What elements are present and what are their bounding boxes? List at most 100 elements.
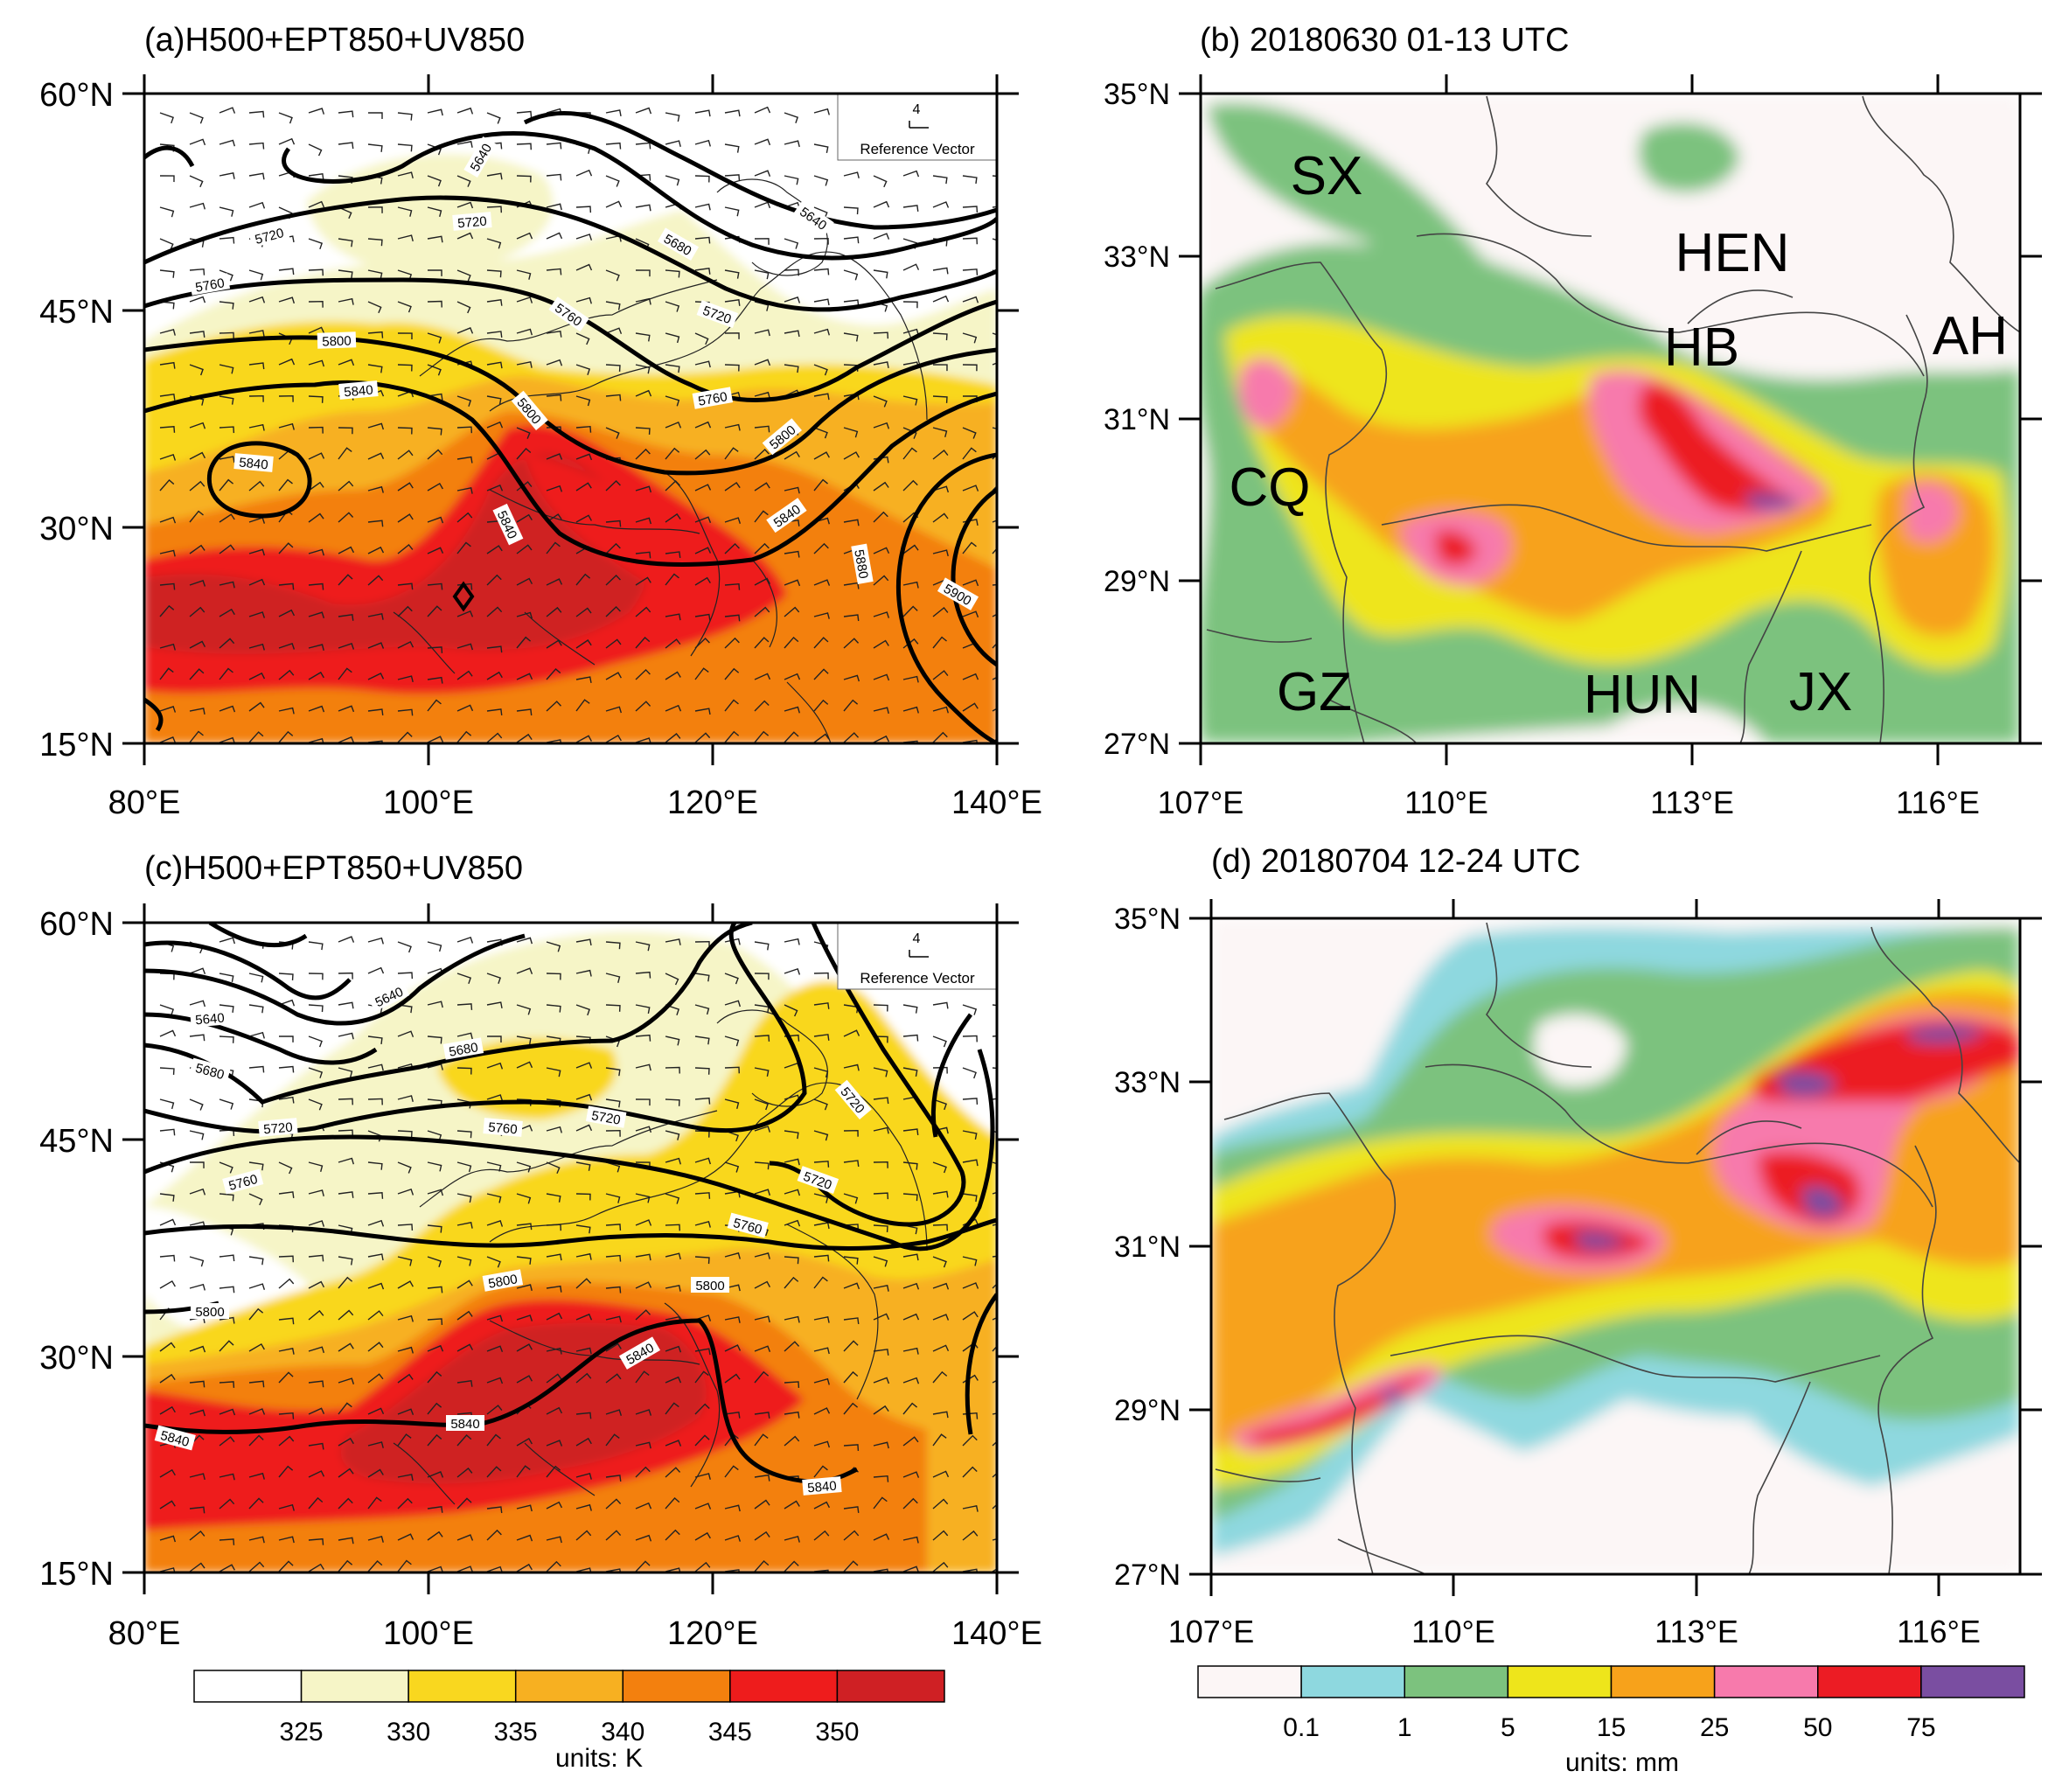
colorbar-label: 5	[1501, 1713, 1515, 1742]
wind-barb	[367, 1441, 384, 1448]
wind-barb	[754, 1098, 769, 1111]
wind-barb	[694, 637, 710, 649]
panel-a-frame	[143, 92, 999, 745]
x-tick-label: 80°E	[108, 784, 181, 821]
wind-barb	[843, 1444, 860, 1451]
wind-barb	[724, 447, 739, 460]
wind-barb	[397, 143, 413, 152]
wind-barb	[248, 1342, 265, 1352]
wind-barb	[427, 332, 442, 344]
wind-barb	[605, 1067, 621, 1077]
wind-barb	[159, 667, 174, 680]
wind-barb	[248, 643, 265, 651]
wind-barb	[932, 1224, 948, 1231]
reference-vector-label: Reference Vector	[860, 141, 975, 157]
wind-barb	[754, 425, 770, 433]
wind-barb	[843, 451, 860, 460]
wind-barb	[902, 1377, 920, 1384]
wind-barb	[694, 1192, 711, 1199]
wind-barb	[338, 1098, 353, 1105]
wind-barb	[575, 1347, 592, 1355]
wind-barb	[219, 638, 235, 649]
wind-barb	[575, 676, 592, 684]
wind-barb	[724, 1504, 741, 1512]
y-tick-label: 27°N	[1114, 1558, 1181, 1592]
wind-barb	[367, 966, 385, 974]
wind-barb	[873, 175, 888, 188]
wind-barb	[932, 512, 949, 523]
wind-barb	[635, 364, 651, 374]
wind-barb	[159, 112, 174, 124]
wind-barb	[278, 1161, 293, 1175]
wind-barb	[367, 1468, 384, 1478]
wind-barb	[338, 936, 355, 943]
panel-d-province-borders	[1215, 922, 2020, 1574]
wind-barb	[516, 1375, 533, 1384]
wind-barb	[873, 1192, 889, 1200]
wind-barb	[159, 238, 174, 250]
wind-barb	[635, 636, 651, 649]
wind-barb	[338, 667, 352, 680]
reference-vector-value: 4	[913, 102, 921, 117]
wind-barb	[784, 175, 799, 185]
wind-barb	[932, 1561, 949, 1572]
wind-barb	[902, 1565, 920, 1572]
wind-barb	[338, 1157, 354, 1165]
contour-nw-2	[144, 940, 352, 1001]
wind-barb	[367, 519, 384, 527]
wind-barb	[427, 736, 444, 743]
wind-barb	[308, 359, 325, 367]
wind-barb	[367, 1192, 384, 1199]
wind-barb	[694, 1256, 710, 1265]
wind-barb	[754, 606, 770, 617]
wind-barb	[724, 973, 739, 985]
x-tick-label: 110°E	[1404, 784, 1488, 820]
wind-barb	[397, 1474, 414, 1481]
wind-barb	[665, 1440, 682, 1447]
wind-barb	[516, 1061, 533, 1069]
wind-barb	[873, 200, 890, 208]
wind-barb	[724, 1098, 740, 1109]
x-tick-label: 100°E	[383, 784, 474, 821]
wind-barb	[516, 1223, 533, 1231]
wind-barb	[367, 422, 385, 430]
x-tick-label: 107°E	[1158, 784, 1243, 820]
wind-barb	[427, 699, 442, 712]
wind-barb	[813, 1254, 830, 1262]
wind-barb	[338, 736, 355, 743]
wind-barb	[694, 708, 711, 715]
wind-barb	[605, 1315, 622, 1323]
wind-barb	[248, 394, 264, 402]
wind-barb	[575, 1161, 591, 1171]
wind-barb	[665, 364, 680, 373]
wind-barb	[873, 511, 888, 523]
wind-barb	[694, 1531, 711, 1541]
wind-barb	[516, 1465, 531, 1478]
wind-barb	[516, 1504, 533, 1512]
wind-barb	[784, 1256, 799, 1265]
wind-barb	[189, 1409, 206, 1417]
wind-barb	[694, 268, 711, 275]
wind-barb	[724, 1000, 742, 1008]
wind-barb	[813, 668, 829, 680]
wind-barb	[575, 364, 591, 375]
wind-barb	[308, 705, 325, 713]
wind-barb	[665, 1224, 680, 1231]
wind-barb	[516, 360, 533, 368]
province-label-hen: HEN	[1675, 223, 1790, 283]
wind-barb	[367, 1310, 384, 1321]
wind-barb	[932, 1470, 950, 1478]
wind-barb	[754, 673, 771, 680]
wind-barb	[427, 108, 443, 116]
wind-barb	[338, 1537, 354, 1544]
precip-75mm-region-1	[1775, 1070, 1836, 1098]
contour-5640	[523, 110, 997, 230]
panel-a: (a)H500+EPT850+UV850	[39, 22, 1042, 821]
wind-barb	[397, 364, 413, 372]
wind-barb	[902, 1282, 920, 1290]
colorbar-label: 25	[1700, 1713, 1729, 1742]
wind-barb	[754, 170, 771, 177]
wind-barb	[159, 582, 176, 590]
wind-barb	[932, 364, 948, 372]
wind-barb	[546, 203, 562, 211]
